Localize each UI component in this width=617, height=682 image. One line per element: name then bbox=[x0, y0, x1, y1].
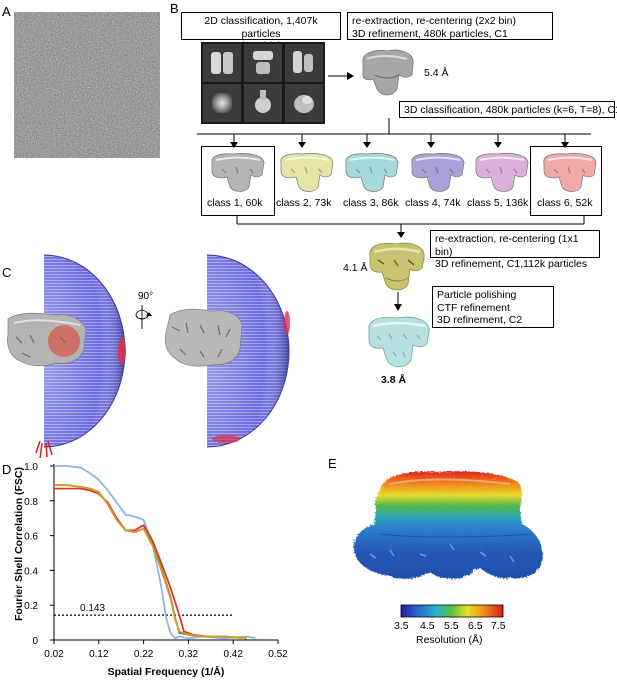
class3d-text: 3D classification, 480k particles (k=6, … bbox=[404, 104, 617, 116]
colorbar-tick-4: 6.5 bbox=[468, 620, 483, 632]
colorbar-title: Resolution (Å) bbox=[416, 634, 483, 646]
resolution-colorbar bbox=[400, 604, 504, 618]
class2d-box: 2D classification, 1,407k particles (4x4… bbox=[181, 12, 341, 52]
class-map-3 bbox=[345, 153, 399, 192]
reext2-line1: re-extraction, re-centering (1x1 bin) bbox=[435, 233, 579, 258]
class-average-5 bbox=[244, 84, 282, 122]
fsc-y-axis-label: Fourier Shell Correlation (FSC) bbox=[13, 467, 25, 621]
class-1-label: class 1, 60k bbox=[207, 197, 263, 209]
angular-distribution-views bbox=[7, 254, 290, 458]
arrow-to-final bbox=[394, 292, 402, 311]
fsc-x-tick-label: 0.22 bbox=[134, 649, 154, 660]
reext2-line2: 3D refinement, C1,112k particles bbox=[435, 258, 588, 270]
fsc-y-tick-label: 0.4 bbox=[24, 566, 38, 577]
panel-label-e: E bbox=[328, 456, 337, 471]
class-maps-row bbox=[211, 153, 597, 192]
class-averages-grid bbox=[201, 42, 325, 124]
polish-line2: CTF refinement bbox=[437, 301, 510, 314]
fsc-x-tick-label: 0.52 bbox=[268, 649, 288, 660]
map-4-1 bbox=[369, 242, 425, 291]
fsc-axes bbox=[53, 464, 278, 641]
fsc-lines bbox=[54, 465, 256, 640]
class-average-3 bbox=[285, 44, 323, 82]
map-3-8-final bbox=[368, 316, 430, 368]
initial-map-5-4 bbox=[362, 49, 414, 96]
polish-line3: 3D refinement, C2 bbox=[437, 314, 523, 326]
fsc-y-tick-label: 0 bbox=[32, 636, 38, 647]
angular-distribution-left bbox=[7, 254, 126, 458]
reextraction-box-2: re-extraction, re-centering (1x1 bin) 3D… bbox=[430, 230, 600, 270]
class-6-box bbox=[530, 146, 602, 216]
resolution-3-8-label: 3.8 Å bbox=[381, 374, 407, 386]
class-map-5 bbox=[475, 153, 529, 192]
resolution-5-4-label: 5.4 Å bbox=[424, 67, 449, 79]
class-6-label: class 6, 52k bbox=[537, 197, 593, 209]
reext1-line1: re-extraction, re-centering (2x2 bin) bbox=[352, 15, 516, 27]
local-resolution-map bbox=[353, 471, 543, 579]
fsc-y-tick-label: 0.6 bbox=[24, 532, 38, 543]
class-average-2 bbox=[244, 44, 282, 82]
arrow-to-map bbox=[328, 72, 354, 80]
class-average-6 bbox=[285, 84, 323, 122]
fsc-threshold-label: 0.143 bbox=[80, 603, 105, 614]
class-map-1 bbox=[211, 153, 265, 192]
class-average-4 bbox=[203, 84, 241, 122]
reext1-line2: 3D refinement, 480k particles, C1 bbox=[352, 27, 508, 40]
fsc-x-tick-label: 0.12 bbox=[89, 649, 109, 660]
colorbar-tick-1: 3.5 bbox=[394, 620, 409, 632]
class-2-label: class 2, 73k bbox=[276, 197, 332, 209]
class-5-label: class 5, 136k bbox=[467, 197, 529, 209]
class-map-6 bbox=[543, 153, 597, 192]
workflow-connectors bbox=[197, 118, 591, 238]
fsc-ticks: 0.02 0.12 0.22 0.32 0.42 0.52 0 0.2 0.4 0.6 0.8 1.0 bbox=[24, 462, 288, 660]
resolution-4-1-label: 4.1 Å bbox=[343, 262, 368, 274]
fsc-x-tick-label: 0.42 bbox=[223, 649, 243, 660]
class-4-label: class 4, 74k bbox=[405, 197, 461, 209]
micrograph-image bbox=[14, 12, 160, 158]
polish-line1: Particle polishing bbox=[437, 289, 517, 301]
fsc-series-2 bbox=[54, 487, 247, 640]
fsc-y-tick-label: 0.8 bbox=[24, 497, 38, 508]
rotation-90-label: 90° bbox=[138, 291, 154, 302]
polishing-box: Particle polishing CTF refinement 3D ref… bbox=[432, 286, 554, 328]
panel-label-c: C bbox=[2, 265, 12, 280]
fsc-x-tick-label: 0.32 bbox=[179, 649, 199, 660]
reextraction-box-1: re-extraction, re-centering (2x2 bin) 3D… bbox=[347, 12, 553, 40]
class-average-1 bbox=[203, 44, 241, 82]
colorbar-tick-3: 5.5 bbox=[444, 620, 459, 632]
class2d-line1: 2D classification, 1,407k particles bbox=[204, 15, 318, 40]
panel-label-d: D bbox=[2, 462, 12, 477]
fsc-series-4 bbox=[54, 484, 247, 640]
fsc-y-tick-label: 0.2 bbox=[24, 601, 38, 612]
class-1-box bbox=[201, 146, 275, 216]
fsc-x-tick-label: 0.02 bbox=[44, 649, 64, 660]
fsc-y-tick-label: 1.0 bbox=[24, 462, 38, 473]
rotation-90-icon bbox=[135, 305, 152, 329]
angular-distribution-right bbox=[164, 254, 290, 448]
class-map-2 bbox=[280, 153, 334, 192]
colorbar-tick-2: 4.5 bbox=[420, 620, 435, 632]
panel-label-a: A bbox=[2, 4, 11, 19]
class3d-box: 3D classification, 480k particles (k=6, … bbox=[399, 101, 617, 118]
fsc-chart: 0.02 0.12 0.22 0.32 0.42 0.52 0 0.2 0.4 0.6 0.8 1.0… bbox=[13, 462, 288, 678]
colorbar-tick-5: 7.5 bbox=[491, 620, 506, 632]
fsc-x-axis-label: Spatial Frequency (1/Å) bbox=[108, 665, 225, 678]
panel-label-b: B bbox=[170, 1, 179, 16]
class-map-4 bbox=[411, 153, 465, 192]
class-3-label: class 3, 86k bbox=[343, 197, 399, 209]
